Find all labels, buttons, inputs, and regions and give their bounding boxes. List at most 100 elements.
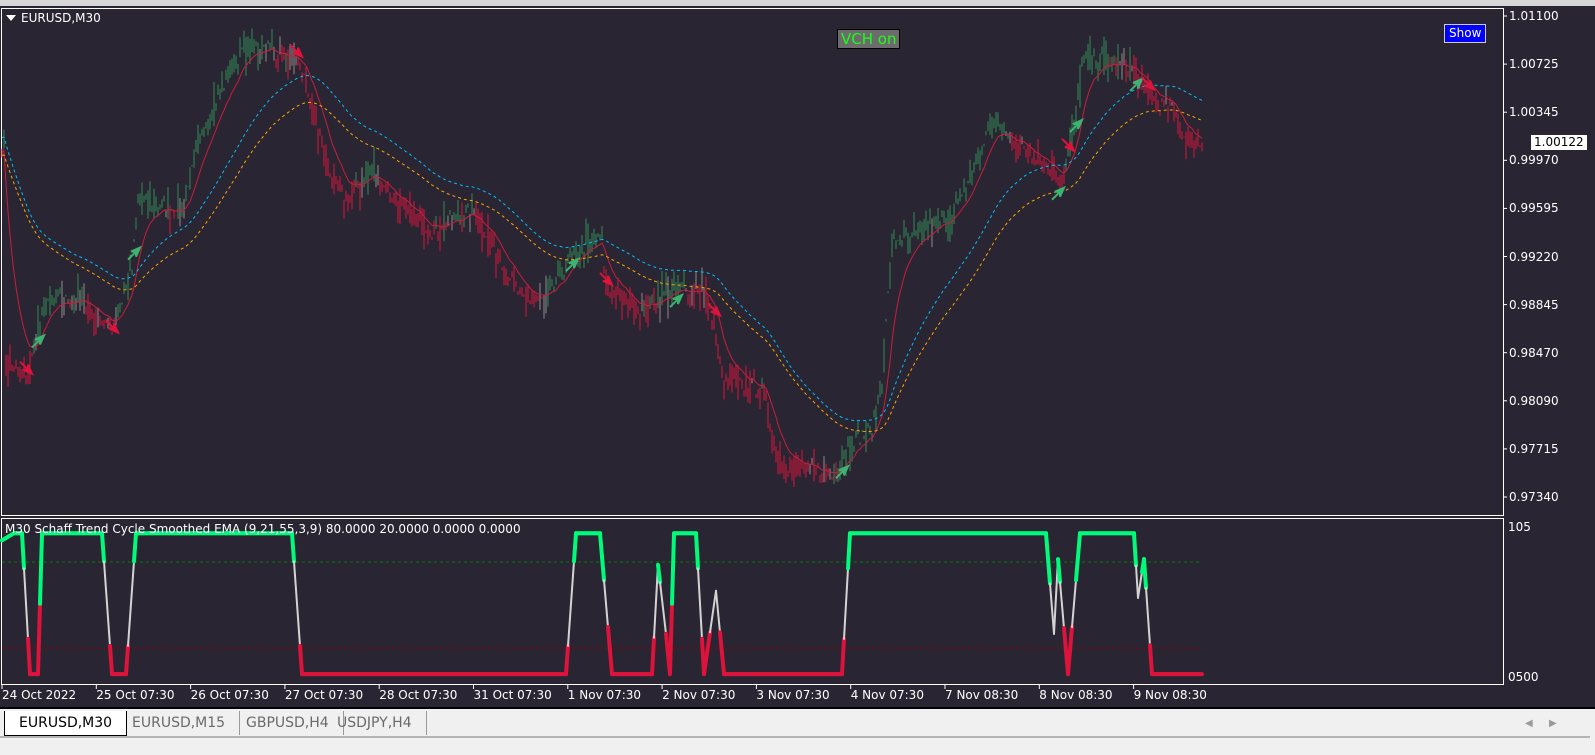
buy-arrow-icon [669,293,684,308]
stc-segment [840,636,846,677]
stc-segment [23,567,27,605]
stc-segment [697,567,701,605]
time-tick-label: 4 Nov 07:30 [850,688,924,702]
stc-segment [1046,556,1052,586]
stc-segment [1132,531,1138,568]
price-panel[interactable] [1,8,1504,516]
tab-eurusd-m30[interactable]: EURUSD,M30 [4,711,128,736]
tab-eurusd-m15[interactable]: EURUSD,M15 [118,711,241,735]
indicator-axis-top: 105 [1508,520,1531,534]
toolbar-strip [0,0,1595,6]
stc-segment [608,648,614,677]
stc-segment [699,602,703,640]
stc-segment [38,531,44,606]
price-tick-label: 0.98090 [1509,393,1559,408]
price-tick-label: 1.01100 [1509,9,1559,23]
dropdown-triangle-icon[interactable] [6,15,16,21]
time-tick-label: 8 Nov 08:30 [1039,688,1113,702]
tab-usdjpy-h4[interactable]: USDJPY,H4 [323,711,427,735]
price-tick-label: 0.97340 [1509,490,1559,504]
stc-segment [297,616,301,647]
stc-segment [1139,571,1143,586]
price-tick-label: 1.00725 [1509,57,1559,72]
stc-segment [664,631,670,656]
sell-arrow-icon [19,361,34,376]
stc-segment [659,581,663,601]
time-tick-label: 1 Nov 07:30 [567,688,642,702]
time-tick-label: 2 Nov 07:30 [662,688,736,702]
stc-segment [1142,557,1148,590]
price-tick-label: 0.99220 [1509,249,1559,264]
stc-segment [1073,579,1077,605]
price-tick-label: 1.00345 [1509,105,1559,120]
price-tick-label: 0.99595 [1509,201,1559,216]
stc-segment [298,643,304,677]
stc-segment [1147,615,1151,647]
stc-segment [670,531,676,606]
buy-arrow-icon [1069,118,1084,133]
symbol-label: EURUSD,M30 [21,11,101,25]
stc-segment [124,643,130,677]
time-tick-label: 3 Nov 07:30 [756,688,830,702]
stc-segment [704,644,710,663]
status-divider [0,736,1590,738]
stc-segment [127,616,131,647]
time-tick-label: 9 Nov 08:30 [1133,688,1207,702]
scroll-left-icon[interactable]: ◀ [1525,718,1533,729]
stc-segment [567,616,571,647]
trend-line [1,48,1203,474]
stc-segment [606,625,612,653]
stc-segment [100,531,106,564]
stc-segment [668,601,674,677]
stc-segment [1071,602,1075,629]
stc-segment [600,554,606,583]
stc-segment [105,588,109,619]
sell-arrow-icon [707,302,722,318]
stc-segment [1135,564,1139,599]
stc-segment [846,531,852,571]
sell-arrow-icon [289,43,304,59]
scroll-right-icon[interactable]: ▶ [1549,718,1557,729]
sell-arrow-icon [1061,138,1076,153]
symbol-title[interactable]: EURUSD,M30 [6,11,101,25]
time-tick-label: 28 Oct 07:30 [379,688,458,702]
stc-segment [1068,625,1074,653]
stc-segment [1061,604,1065,630]
chart-area[interactable]: EURUSD,M30 VCH on Show 1.01100 1.00725 1.0… [0,0,1595,707]
stc-segment [656,562,662,585]
stc-segment [572,531,578,564]
stc-segment [569,588,573,619]
stc-segment [131,560,135,591]
stc-segment [1059,581,1063,607]
stc-segment [650,635,656,677]
stc-segment [843,602,847,640]
sell-arrow-icon [105,319,120,335]
stc-segment [293,560,297,591]
stc-segment [1044,531,1050,561]
time-tick-label: 27 Oct 07:30 [284,688,364,702]
stc-segment [715,589,719,613]
buy-arrow-icon [1051,185,1066,201]
buy-arrow-icon [1129,76,1144,92]
stc-segment [709,617,713,634]
show-button[interactable]: Show [1444,24,1487,43]
stc-segment [107,616,111,647]
stc-segment [1053,595,1057,635]
price-tick-label: 0.97715 [1509,441,1559,456]
stc-segment [1056,557,1062,585]
stc-segment [702,658,708,677]
stc-segment [718,630,724,656]
stc-segment [717,610,721,634]
time-tick-label: 24 Oct 2022 [2,688,77,702]
stc-segment [26,636,32,677]
price-tick-label: 0.99970 [1509,153,1559,168]
indicator-panel[interactable] [1,518,1504,685]
lower-band-line [1,101,1203,433]
vch-status-label[interactable]: VCH on [837,29,901,49]
buy-arrow-icon [127,245,142,261]
stc-segment [564,643,570,677]
tab-gbpusd-h4[interactable]: GBPUSD,H4 [232,711,344,735]
stc-segment [845,567,849,605]
buy-arrow-icon [565,257,580,272]
sell-arrow-icon [1141,76,1156,92]
